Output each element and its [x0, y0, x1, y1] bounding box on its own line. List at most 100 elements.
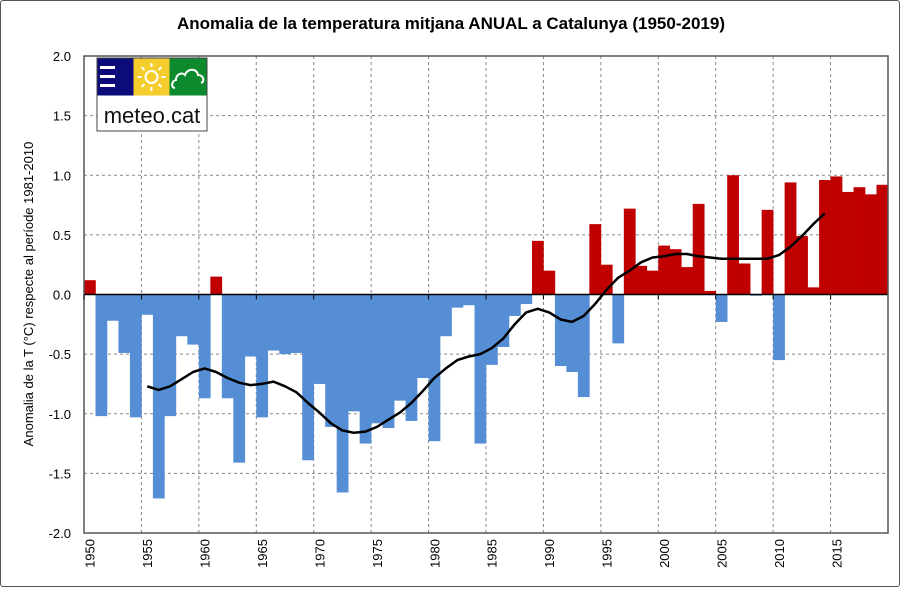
x-tick-label: 1980: [427, 539, 442, 568]
bar-1972: [336, 294, 349, 493]
bar-1956: [152, 294, 165, 499]
bar-1971: [325, 294, 337, 427]
bar-1974: [359, 294, 372, 444]
bar-1988: [520, 294, 533, 305]
x-tick-label: 2015: [829, 539, 844, 568]
bar-2012: [796, 236, 808, 295]
x-tick-label: 1960: [198, 539, 213, 568]
bar-1983: [463, 294, 475, 306]
bar-2000: [658, 245, 671, 295]
bar-1985: [486, 294, 498, 365]
y-tick-label: -1.0: [49, 407, 71, 422]
bar-2001: [669, 249, 682, 295]
bar-1981: [440, 294, 452, 337]
bar-1958: [175, 294, 188, 337]
bar-1980: [428, 294, 441, 442]
bar-2015: [830, 176, 843, 295]
bar-1987: [508, 294, 521, 316]
bar-1994: [589, 224, 602, 295]
y-tick-label: 0.0: [53, 288, 71, 303]
bar-2004: [704, 290, 717, 295]
bar-2017: [853, 187, 866, 295]
bar-1996: [612, 294, 625, 344]
bar-1961: [210, 276, 223, 295]
bar-1999: [646, 270, 659, 295]
bar-1967: [279, 294, 292, 355]
bar-2009: [761, 209, 774, 295]
x-tick-label: 2005: [714, 539, 729, 568]
bar-1978: [405, 294, 418, 421]
bar-1951: [95, 294, 108, 417]
x-tick-label: 2010: [772, 539, 787, 568]
bar-1953: [118, 294, 131, 353]
sun-icon: [137, 63, 166, 91]
bar-1966: [267, 294, 280, 351]
bar-2013: [807, 287, 820, 295]
bar-2010: [773, 294, 785, 361]
lines-icon: [100, 66, 115, 87]
y-tick-label: 1.0: [53, 168, 71, 183]
bars: [84, 175, 889, 499]
axes: [83, 55, 889, 534]
x-tick-label: 1985: [485, 539, 500, 568]
bar-1970: [313, 294, 326, 384]
bar-1950: [84, 280, 96, 295]
bar-1984: [474, 294, 487, 444]
x-tick-label: 1990: [542, 539, 557, 568]
bar-1957: [164, 294, 177, 417]
bar-1992: [566, 294, 579, 373]
bar-1968: [290, 294, 303, 353]
bar-1990: [543, 270, 556, 295]
bar-2005: [715, 294, 728, 322]
x-tick-label: 2000: [657, 539, 672, 568]
cloud-icon: [171, 68, 205, 89]
bar-1973: [348, 294, 360, 412]
bar-2003: [692, 203, 705, 295]
bar-2006: [727, 175, 739, 295]
logo-text: meteo.cat: [104, 103, 201, 128]
bar-1993: [577, 294, 590, 398]
bar-1954: [129, 294, 142, 418]
bar-1986: [497, 294, 510, 347]
tick-labels: -2.0 -1.5 -1.0 -0.5 0.0 0.5 1.0 1.5 2.0 1950 1955 1…: [49, 49, 845, 568]
bar-2011: [784, 182, 797, 295]
y-tick-label: -2.0: [49, 526, 71, 541]
y-tick-label: 2.0: [53, 49, 71, 64]
bar-1997: [623, 208, 636, 295]
bar-2002: [681, 267, 694, 295]
bar-1977: [394, 294, 406, 401]
x-tick-label: 1965: [255, 539, 270, 568]
bar-1982: [451, 294, 464, 308]
y-tick-label: 1.5: [53, 109, 71, 124]
bar-1960: [198, 294, 211, 399]
y-axis-label: Anomalia de la T (°C) respecte al períod…: [21, 142, 36, 447]
logo-green-square: [169, 58, 207, 96]
bar-2019: [876, 184, 889, 295]
bar-1964: [244, 294, 257, 357]
bar-1995: [600, 264, 613, 295]
bar-1975: [371, 294, 383, 424]
bar-2014: [819, 180, 831, 295]
bar-1965: [256, 294, 269, 418]
bar-2018: [865, 194, 877, 295]
bar-1976: [382, 294, 395, 429]
x-tick-label: 1950: [83, 539, 98, 568]
bar-1998: [635, 265, 648, 295]
x-tick-label: 1955: [140, 539, 155, 568]
bar-1955: [141, 294, 154, 315]
bar-1979: [417, 294, 429, 378]
bar-1989: [531, 240, 544, 295]
bar-1963: [233, 294, 246, 463]
chart-title: Anomalia de la temperatura mitjana ANUAL…: [177, 14, 725, 33]
x-tick-label: 1995: [600, 539, 615, 568]
x-tick-label: 1975: [370, 539, 385, 568]
trend-line: [146, 212, 826, 435]
bar-1969: [302, 294, 315, 461]
bar-2016: [842, 191, 854, 295]
bar-1991: [554, 294, 567, 367]
bar-1962: [221, 294, 234, 399]
bar-1952: [106, 294, 119, 321]
bar-1959: [187, 294, 200, 345]
